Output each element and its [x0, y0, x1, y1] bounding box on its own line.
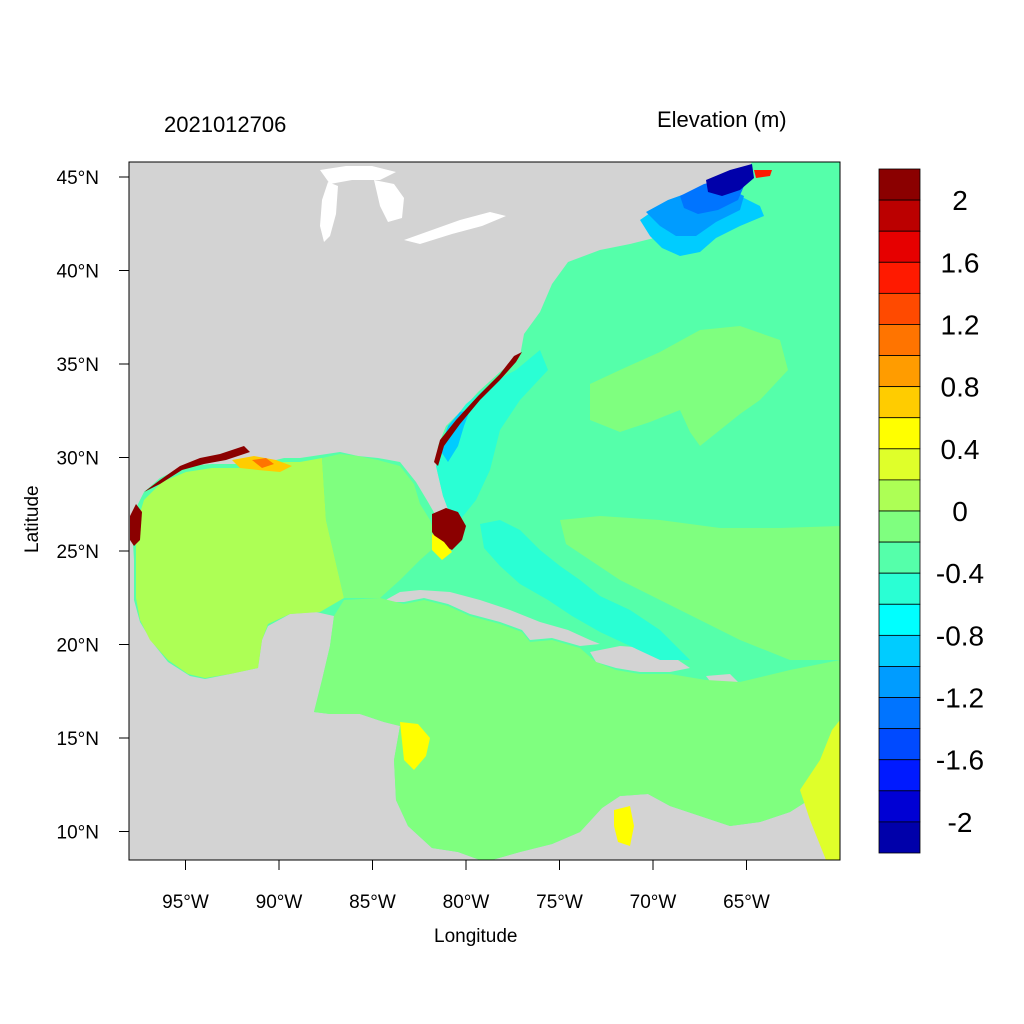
- y-tick-label: 30°N: [57, 449, 99, 470]
- gulf-of-maine-anomaly-core: [706, 164, 754, 196]
- lake-erie-ontario: [404, 212, 506, 244]
- colorbar-swatch: [878, 759, 921, 792]
- colorbar-swatch: [878, 541, 921, 574]
- colorbar-swatch: [878, 386, 921, 419]
- eastern-gulf: [322, 454, 438, 598]
- plot-frame: [128, 161, 841, 861]
- x-axis: 95°W 90°W 85°W 80°W 75°W 70°W 65°W: [162, 860, 770, 913]
- central-america-patch: [400, 722, 430, 770]
- x-tick-label: 80°W: [443, 892, 490, 913]
- colorbar-swatch: [878, 572, 921, 605]
- colorbar-swatch: [878, 355, 921, 388]
- colorbar-swatch: [878, 821, 921, 854]
- louisiana-coast-surge-core: [252, 458, 274, 468]
- colorbar-swatch: [878, 448, 921, 481]
- gulf-coast-fringe: [144, 446, 250, 492]
- x-tick-label: 70°W: [630, 892, 677, 913]
- colorbar-label: -1.6: [936, 745, 984, 776]
- colorbar-label: 0: [952, 496, 968, 527]
- colorbar-label: -0.4: [936, 558, 984, 589]
- land-mass-south-america: [492, 780, 840, 860]
- y-tick-label: 45°N: [57, 168, 99, 189]
- y-tick-label: 25°N: [57, 542, 99, 563]
- florida-bay-surge: [432, 534, 452, 560]
- colorbar-label: 1.2: [941, 309, 980, 340]
- land-cuba: [382, 590, 600, 646]
- x-tick-label: 75°W: [536, 892, 583, 913]
- caribbean-sea: [314, 598, 840, 860]
- x-tick-label: 65°W: [723, 892, 770, 913]
- southeast-coast-anomaly: [436, 350, 548, 520]
- colorbar-swatch: [878, 417, 921, 450]
- y-tick-label: 15°N: [57, 729, 99, 750]
- colorbar-swatch: [878, 666, 921, 698]
- colorbar-label: -0.8: [936, 620, 984, 651]
- colorbar-swatch: [878, 168, 921, 201]
- colorbar: 2 1.6 1.2 0.8 0.4 0 -0.4 -0.8 -1.2 -1.6 -2: [878, 168, 984, 854]
- colorbar-label: 0.4: [941, 434, 980, 465]
- venezuela-patch: [614, 806, 634, 846]
- y-tick-label: 35°N: [57, 355, 99, 376]
- texas-coast-fringe: [130, 504, 142, 546]
- colorbar-label: 2: [952, 185, 968, 216]
- colorbar-swatch: [878, 199, 921, 232]
- georgia-coast-low: [440, 410, 470, 462]
- map-layers: [129, 162, 840, 860]
- x-tick-label: 90°W: [256, 892, 303, 913]
- date-label: 2021012706: [164, 112, 287, 137]
- colorbar-swatch: [878, 697, 921, 730]
- x-tick-label: 95°W: [162, 892, 209, 913]
- y-tick-label: 10°N: [57, 823, 99, 844]
- gulf-of-maine-red: [754, 170, 772, 178]
- east-coast-fringe: [434, 352, 522, 466]
- land-hispaniola: [590, 646, 690, 672]
- y-tick-label: 20°N: [57, 636, 99, 657]
- lake-michigan: [320, 182, 338, 242]
- colorbar-swatch: [878, 324, 921, 356]
- colorbar-swatch: [878, 634, 921, 667]
- gulf-of-mexico: [136, 458, 344, 678]
- colorbar-swatch: [878, 603, 921, 636]
- east-caribbean-patch: [800, 720, 840, 860]
- colorbar-label: -2: [948, 807, 973, 838]
- colorbar-swatch: [878, 292, 921, 325]
- colorbar-label: 1.6: [941, 247, 980, 278]
- colorbar-label: 0.8: [941, 372, 980, 403]
- colorbar-label: -1.2: [936, 683, 984, 714]
- atlantic-patch-east: [560, 516, 840, 660]
- lake-huron: [374, 180, 404, 222]
- bahamas-anomaly: [480, 520, 690, 660]
- colorbar-swatch: [878, 261, 921, 294]
- south-florida-surge: [432, 508, 466, 550]
- x-tick-label: 85°W: [349, 892, 396, 913]
- colorbar-swatch: [878, 230, 921, 263]
- colorbar-swatch: [878, 790, 921, 823]
- y-tick-label: 40°N: [57, 262, 99, 283]
- colorbar-swatch: [878, 510, 921, 543]
- units-label: Elevation (m): [657, 107, 787, 132]
- atlantic-patch-center: [590, 326, 788, 446]
- colorbar-swatch: [878, 479, 921, 512]
- lake-superior: [320, 166, 396, 184]
- colorbar-swatch: [878, 728, 921, 761]
- y-axis: 45°N 40°N 35°N 30°N 25°N 20°N 15°N 10°N: [57, 168, 129, 844]
- x-axis-label: Longitude: [434, 926, 518, 947]
